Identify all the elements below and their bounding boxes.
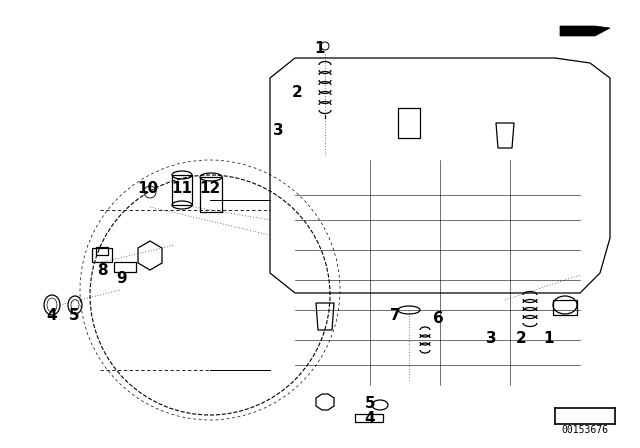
Text: 11: 11 bbox=[172, 181, 193, 195]
Bar bbox=[200, 177, 222, 212]
Text: 2: 2 bbox=[292, 85, 302, 99]
Text: 1: 1 bbox=[544, 331, 554, 345]
Text: 8: 8 bbox=[97, 263, 108, 277]
Bar bbox=[355, 414, 383, 422]
Text: 3: 3 bbox=[273, 122, 284, 138]
Text: 9: 9 bbox=[116, 271, 127, 285]
Text: 00153676: 00153676 bbox=[561, 425, 609, 435]
Text: 5: 5 bbox=[365, 396, 375, 410]
Text: 7: 7 bbox=[390, 307, 400, 323]
Text: 10: 10 bbox=[138, 181, 159, 195]
Text: 6: 6 bbox=[433, 310, 444, 326]
Bar bbox=[92, 248, 112, 262]
Text: 4: 4 bbox=[47, 307, 58, 323]
Bar bbox=[96, 247, 108, 255]
Text: 2: 2 bbox=[516, 331, 526, 345]
Text: 4: 4 bbox=[365, 410, 375, 426]
Polygon shape bbox=[560, 26, 610, 36]
Bar bbox=[114, 262, 136, 272]
Text: 5: 5 bbox=[68, 307, 79, 323]
Text: 12: 12 bbox=[200, 181, 221, 195]
Text: 1: 1 bbox=[315, 40, 325, 56]
Text: 3: 3 bbox=[486, 331, 496, 345]
Bar bbox=[553, 300, 577, 315]
Bar bbox=[172, 175, 192, 205]
